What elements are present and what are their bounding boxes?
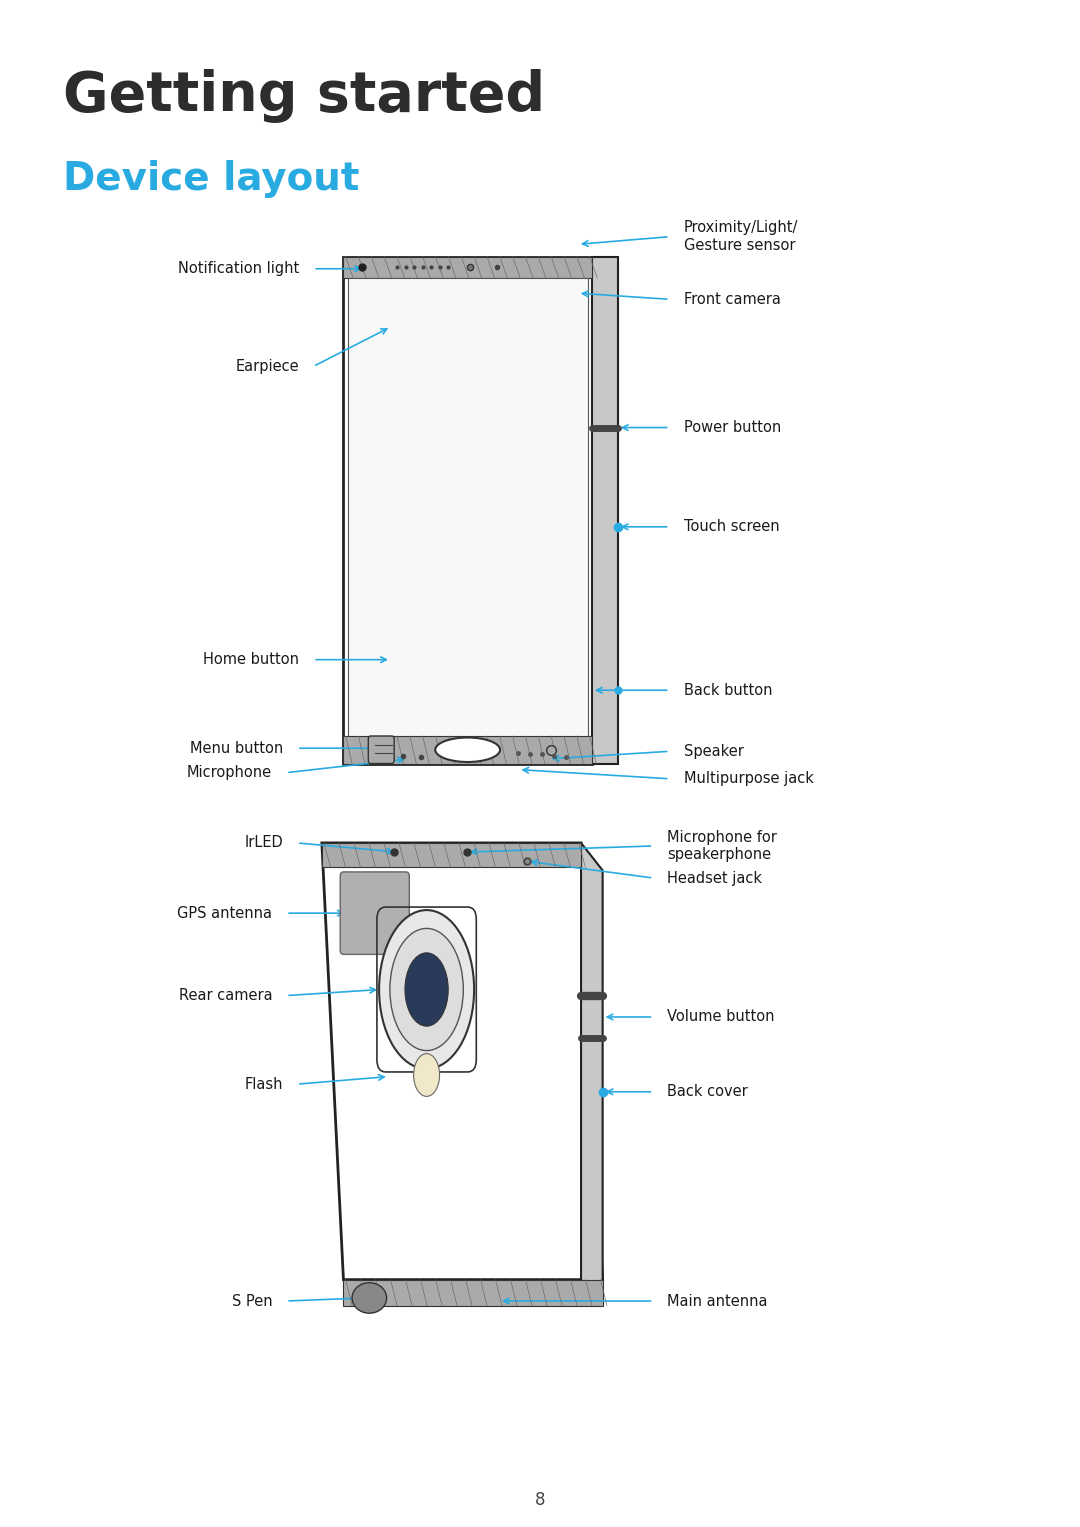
Polygon shape — [322, 843, 581, 867]
Text: Notification light: Notification light — [178, 261, 299, 276]
Polygon shape — [343, 257, 592, 764]
Text: Microphone for
speakerphone: Microphone for speakerphone — [667, 829, 778, 863]
Text: Back button: Back button — [684, 683, 772, 698]
Text: Speaker: Speaker — [684, 744, 743, 759]
Text: Power button: Power button — [684, 420, 781, 435]
Ellipse shape — [414, 1054, 440, 1096]
Polygon shape — [343, 1280, 603, 1306]
Text: Microphone: Microphone — [187, 765, 272, 780]
FancyBboxPatch shape — [368, 736, 394, 764]
Text: Headset jack: Headset jack — [667, 870, 762, 886]
Ellipse shape — [390, 928, 463, 1051]
Text: Volume button: Volume button — [667, 1009, 775, 1025]
Text: Menu button: Menu button — [190, 741, 283, 756]
Text: Touch screen: Touch screen — [684, 519, 780, 534]
Text: Getting started: Getting started — [63, 69, 544, 122]
Ellipse shape — [405, 953, 448, 1026]
Text: GPS antenna: GPS antenna — [177, 906, 272, 921]
Text: S Pen: S Pen — [231, 1293, 272, 1309]
Polygon shape — [348, 278, 588, 757]
Ellipse shape — [352, 1283, 387, 1313]
Text: Multipurpose jack: Multipurpose jack — [684, 771, 813, 786]
Text: IrLED: IrLED — [244, 835, 283, 851]
Text: Device layout: Device layout — [63, 160, 359, 199]
Ellipse shape — [379, 910, 474, 1069]
Text: Rear camera: Rear camera — [178, 988, 272, 1003]
Text: Earpiece: Earpiece — [235, 359, 299, 374]
Polygon shape — [581, 843, 603, 1306]
Polygon shape — [592, 257, 618, 764]
Text: Main antenna: Main antenna — [667, 1293, 768, 1309]
Text: Proximity/Light/
Gesture sensor: Proximity/Light/ Gesture sensor — [684, 220, 798, 253]
Text: Flash: Flash — [244, 1077, 283, 1092]
Polygon shape — [343, 736, 592, 764]
FancyBboxPatch shape — [340, 872, 409, 954]
Text: Front camera: Front camera — [684, 292, 781, 307]
Polygon shape — [343, 257, 592, 278]
Text: 8: 8 — [535, 1490, 545, 1509]
Ellipse shape — [435, 738, 500, 762]
Text: Back cover: Back cover — [667, 1084, 748, 1099]
Polygon shape — [322, 843, 603, 1280]
Text: Home button: Home button — [203, 652, 299, 667]
